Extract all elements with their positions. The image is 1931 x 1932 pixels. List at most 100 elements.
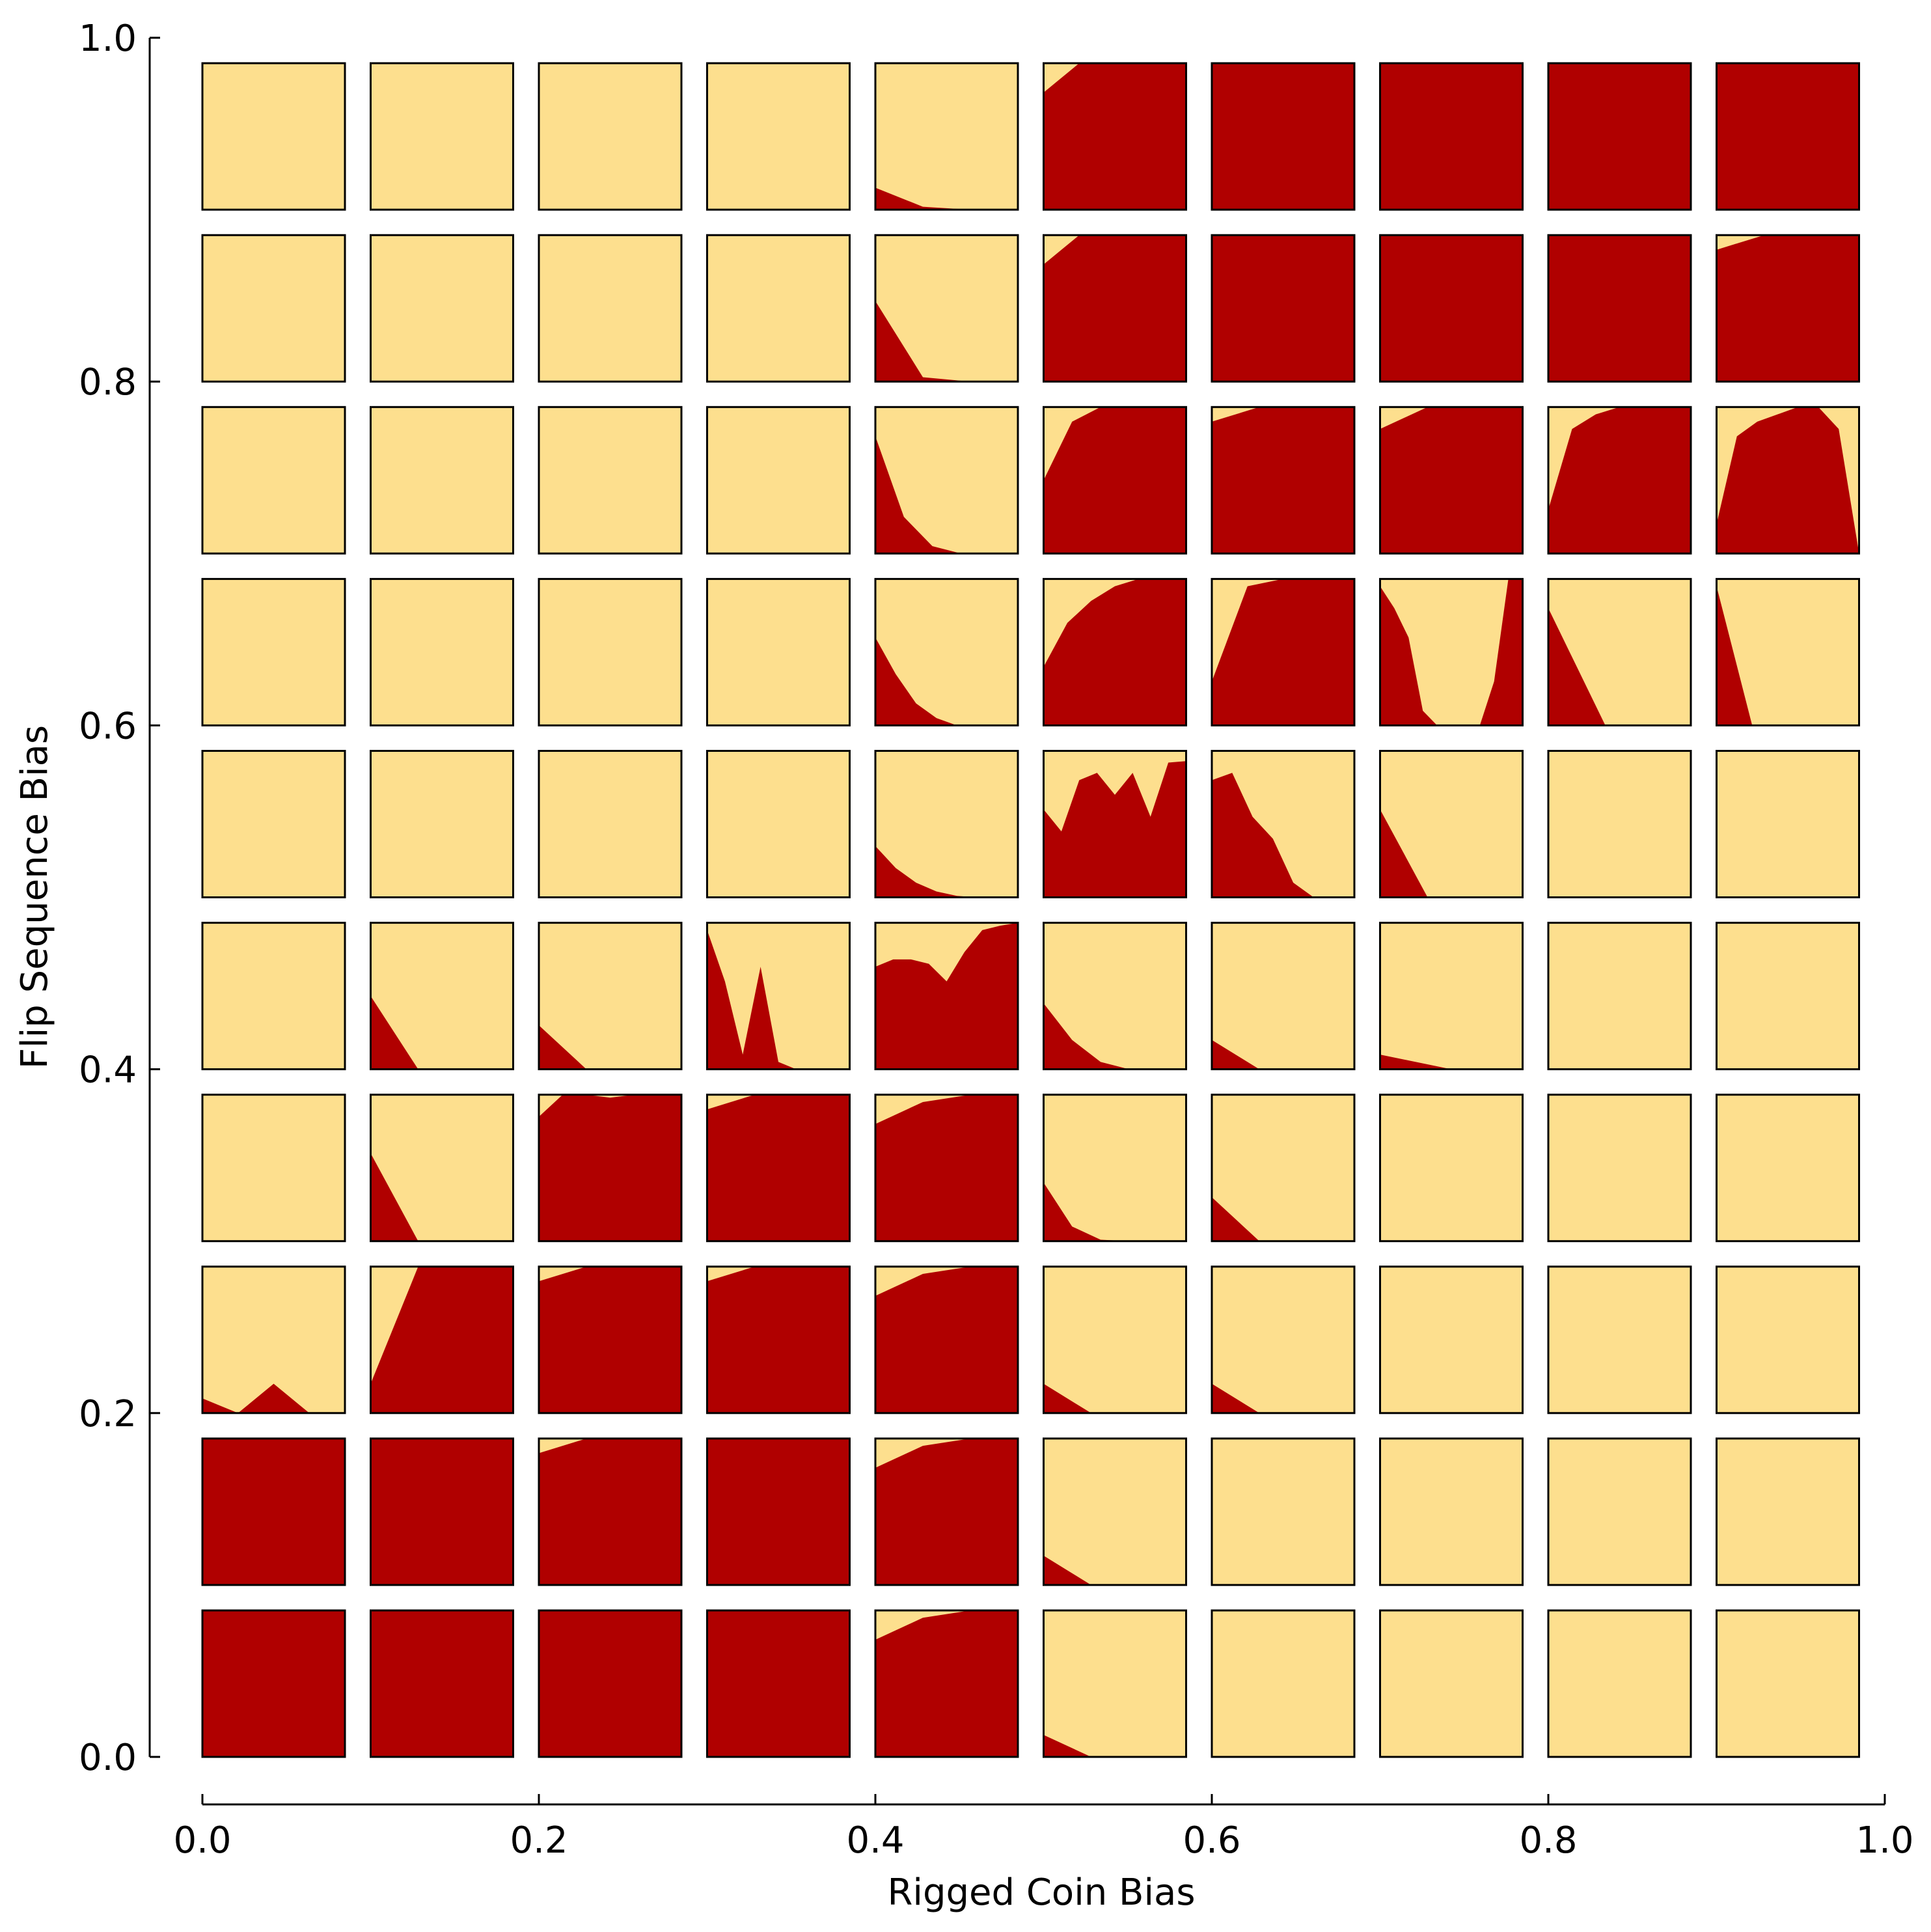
cell-background: [1548, 1438, 1691, 1585]
cell-frame: [201, 577, 346, 726]
cell-background: [1716, 1438, 1859, 1585]
heatmap-cell: [1716, 1094, 1860, 1243]
cell-background: [875, 63, 1018, 210]
heatmap-cell: [201, 406, 346, 555]
cell-frame: [1211, 406, 1356, 555]
cell-area: [1212, 1383, 1354, 1413]
heatmap-cell: [874, 1609, 1019, 1758]
heatmap-cell: [1379, 1094, 1524, 1243]
cell-frame: [1211, 577, 1356, 726]
cell-area: [1380, 809, 1523, 898]
cell-area: [1380, 407, 1523, 554]
heatmap-cell: [1211, 1609, 1356, 1758]
cell-background: [202, 579, 345, 726]
heatmap-cell: [1547, 1094, 1692, 1243]
heatmap-cell: [1211, 234, 1356, 383]
cell-frame: [706, 62, 851, 211]
heatmap-cell: [1547, 750, 1692, 898]
y-tick-label: 1.0: [79, 18, 137, 60]
heatmap-cell: [1716, 234, 1860, 383]
x-tick-label: 0.6: [1183, 1819, 1240, 1862]
cell-frame: [1211, 1094, 1356, 1243]
heatmap-cell: [1379, 750, 1524, 898]
cell-area: [370, 1153, 514, 1241]
cell-frame: [1716, 1265, 1860, 1414]
y-axis-label: Flip Sequence Bias: [14, 725, 56, 1069]
cell-area: [875, 187, 1018, 210]
cell-frame: [201, 1609, 346, 1758]
heatmap-cell: [874, 406, 1019, 555]
heatmap-cell: [706, 1265, 851, 1414]
heatmap-cell: [874, 577, 1019, 726]
heatmap-cell: [1211, 1094, 1356, 1243]
heatmap-cell: [874, 922, 1019, 1071]
cell-frame: [706, 234, 851, 383]
cell-frame: [1547, 750, 1692, 898]
heatmap-cell: [1547, 922, 1692, 1071]
heatmap-cell: [538, 1094, 683, 1243]
y-tick-label: 0.2: [79, 1393, 137, 1435]
heatmap-cell: [706, 1437, 851, 1586]
cell-area: [1716, 63, 1859, 210]
cell-frame: [1379, 1094, 1524, 1243]
heatmap-cell: [1043, 1437, 1187, 1586]
cell-area: [1212, 1197, 1354, 1241]
heatmap-cell: [370, 577, 514, 726]
cell-frame: [370, 234, 514, 383]
heatmap-cell: [1043, 1609, 1187, 1758]
heatmap-cell: [1716, 577, 1860, 726]
cell-background: [1212, 1266, 1354, 1413]
cell-frame: [538, 1437, 683, 1586]
heatmap-cell: [201, 234, 346, 383]
heatmap-cell: [370, 750, 514, 898]
cell-area: [1043, 407, 1186, 554]
cell-frame: [1211, 62, 1356, 211]
heatmap-cell: [370, 922, 514, 1071]
cell-area: [202, 1610, 345, 1757]
cell-frame: [1211, 1609, 1356, 1758]
cell-frame: [1043, 750, 1187, 898]
heatmap-cell: [538, 750, 683, 898]
heatmap-cell: [1379, 577, 1524, 726]
cell-background: [539, 579, 681, 726]
x-axis-label: Rigged Coin Bias: [887, 1871, 1195, 1914]
heatmap-cell: [1043, 577, 1187, 726]
cell-frame: [370, 62, 514, 211]
cell-frame: [538, 1094, 683, 1243]
cell-frame: [370, 1094, 514, 1243]
cell-background: [1212, 1094, 1354, 1241]
cell-frame: [1043, 234, 1187, 383]
cell-background: [202, 235, 345, 382]
heatmap-cell: [370, 1609, 514, 1758]
cell-frame: [706, 1609, 851, 1758]
cell-background: [1380, 1610, 1523, 1757]
cell-area: [875, 436, 1018, 554]
heatmap-cell: [1379, 1265, 1524, 1414]
heatmap-cell: [1547, 406, 1692, 555]
heatmap-cell: [874, 62, 1019, 211]
heatmap-cell: [1043, 406, 1187, 555]
cell-area: [1043, 235, 1186, 382]
heatmap-cell: [1043, 1094, 1187, 1243]
cell-frame: [1716, 234, 1860, 383]
cell-frame: [201, 922, 346, 1071]
x-tick-label: 0.2: [510, 1819, 568, 1862]
cell-background: [539, 922, 681, 1070]
cell-frame: [1716, 1437, 1860, 1586]
cell-frame: [1716, 406, 1860, 555]
axes-layer: 0.0 0.2 0.4 0.6 0.8 1.0 0.0 0.2 0.4 0.6 0.8 1.0 Ri…: [14, 18, 1914, 1914]
cell-frame: [1211, 922, 1356, 1071]
cell-frame: [1547, 1094, 1692, 1243]
heatmap-cell: [706, 750, 851, 898]
cell-background: [1716, 751, 1859, 898]
cell-frame: [874, 62, 1019, 211]
cell-background: [1043, 1438, 1186, 1585]
cell-frame: [1716, 1609, 1860, 1758]
cell-background: [707, 751, 850, 898]
cell-background: [707, 235, 850, 382]
cell-background: [202, 751, 345, 898]
cell-frame: [1547, 922, 1692, 1071]
heatmap-cell: [706, 62, 851, 211]
heatmap-cell: [1211, 62, 1356, 211]
cell-background: [1380, 1266, 1523, 1413]
